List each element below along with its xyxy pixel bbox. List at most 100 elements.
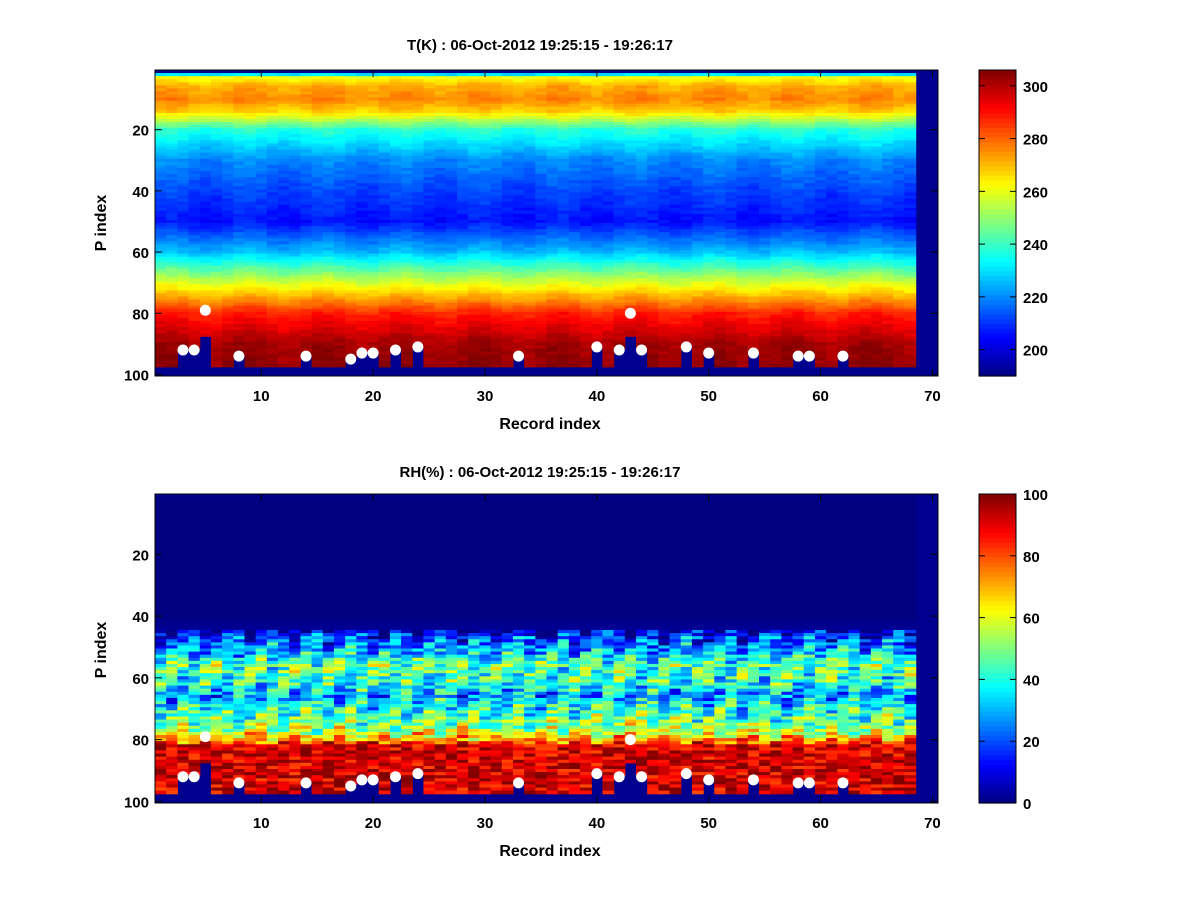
heatmap-cell xyxy=(423,118,436,123)
heatmap-cell xyxy=(445,345,458,350)
heatmap-cell xyxy=(378,357,391,362)
heatmap-cell xyxy=(501,339,514,343)
heatmap-cell xyxy=(378,134,391,138)
heatmap-cell xyxy=(680,213,693,218)
heatmap-cell xyxy=(166,226,178,230)
heatmap-cell xyxy=(311,351,324,356)
heatmap-cell xyxy=(613,330,626,334)
heatmap-cell xyxy=(255,311,268,316)
heatmap-cell xyxy=(278,330,290,334)
heatmap-cell xyxy=(155,336,167,340)
heatmap-cell xyxy=(691,336,704,340)
heatmap-cell xyxy=(412,170,425,175)
heatmap-cell xyxy=(266,253,279,258)
heatmap-cell xyxy=(591,115,604,120)
heatmap-cell xyxy=(278,223,290,227)
heatmap-cell xyxy=(412,265,425,270)
heatmap-cell xyxy=(445,201,458,206)
heatmap-cell xyxy=(624,134,637,138)
heatmap-cell xyxy=(669,241,682,246)
heatmap-cell xyxy=(389,219,402,224)
heatmap-cell xyxy=(524,226,536,230)
heatmap-cell xyxy=(244,357,257,362)
heatmap-cell xyxy=(266,134,279,138)
heatmap-cell xyxy=(490,143,503,148)
heatmap-cell xyxy=(691,232,704,236)
heatmap-cell xyxy=(255,210,268,215)
heatmap-cell xyxy=(222,305,234,310)
heatmap-cell xyxy=(401,161,413,166)
heatmap-cell xyxy=(524,109,536,114)
heatmap-cell xyxy=(378,250,391,255)
heatmap-cell xyxy=(524,177,536,181)
heatmap-cell xyxy=(255,88,268,93)
heatmap-cell xyxy=(624,299,637,304)
heatmap-cell xyxy=(602,118,615,123)
heatmap-cell xyxy=(669,213,682,218)
heatmap-cell xyxy=(457,354,469,359)
heatmap-cell xyxy=(669,330,682,334)
heatmap-cell xyxy=(490,94,503,99)
heatmap-cell xyxy=(546,323,559,328)
heatmap-cell xyxy=(591,229,604,233)
heatmap-cell xyxy=(635,305,648,310)
heatmap-cell xyxy=(714,339,727,343)
heatmap-cell xyxy=(714,330,727,334)
heatmap-cell xyxy=(434,281,447,285)
heatmap-cell xyxy=(155,195,167,200)
heatmap-cell xyxy=(155,360,167,365)
heatmap-cell xyxy=(356,128,369,132)
heatmap-cell xyxy=(311,122,324,126)
heatmap-cell xyxy=(311,210,324,215)
heatmap-cell xyxy=(322,229,335,233)
heatmap-cell xyxy=(703,345,715,350)
heatmap-cell xyxy=(591,82,604,86)
heatmap-cell xyxy=(255,265,268,270)
heatmap-cell xyxy=(367,219,380,224)
heatmap-cell xyxy=(490,170,503,175)
heatmap-cell xyxy=(568,311,581,316)
heatmap-cell xyxy=(311,76,324,80)
heatmap-cell xyxy=(535,314,548,319)
heatmap-cell xyxy=(345,189,357,193)
heatmap-cell xyxy=(546,198,559,203)
heatmap-cell xyxy=(333,201,346,206)
heatmap-cell xyxy=(210,284,223,288)
heatmap-cell xyxy=(188,339,201,343)
heatmap-cell xyxy=(457,305,469,310)
heatmap-cell xyxy=(255,219,268,224)
heatmap-cell xyxy=(736,250,749,255)
heatmap-cell xyxy=(490,327,503,331)
heatmap-cell xyxy=(591,308,604,313)
heatmap-cell xyxy=(378,327,391,331)
heatmap-cell xyxy=(635,317,648,322)
heatmap-cell xyxy=(468,155,480,160)
heatmap-cell xyxy=(669,342,682,346)
heatmap-cell xyxy=(356,76,369,80)
heatmap-cell xyxy=(412,88,425,93)
heatmap-cell xyxy=(613,262,626,267)
heatmap-cell xyxy=(703,275,715,279)
heatmap-cell xyxy=(613,140,626,145)
heatmap-cell xyxy=(255,204,268,209)
heatmap-cell xyxy=(680,265,693,270)
heatmap-cell xyxy=(155,287,167,291)
heatmap-cell xyxy=(255,299,268,304)
heatmap-cell xyxy=(591,238,604,242)
heatmap-cell xyxy=(278,204,290,209)
heatmap-cell xyxy=(714,207,727,212)
heatmap-cell xyxy=(725,189,738,193)
heatmap-cell xyxy=(401,109,413,114)
heatmap-cell xyxy=(289,348,302,353)
heatmap-cell xyxy=(278,333,290,337)
heatmap-cell xyxy=(457,152,469,157)
heatmap-cell xyxy=(322,360,335,365)
heatmap-cell xyxy=(177,262,190,267)
heatmap-cell xyxy=(691,348,704,353)
heatmap-cell xyxy=(177,118,190,123)
heatmap-cell xyxy=(501,232,514,236)
heatmap-cell xyxy=(490,134,503,138)
heatmap-cell xyxy=(501,137,514,141)
heatmap-cell xyxy=(602,125,615,129)
heatmap-cell xyxy=(512,146,525,151)
